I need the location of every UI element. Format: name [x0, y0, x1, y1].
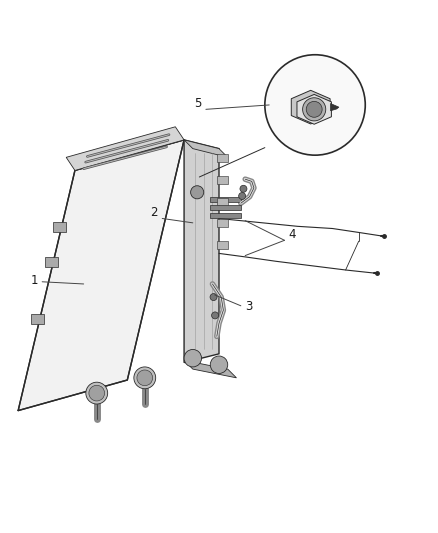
- Polygon shape: [31, 313, 44, 324]
- Polygon shape: [184, 140, 228, 157]
- Bar: [217, 241, 228, 249]
- Text: 4: 4: [289, 228, 297, 241]
- Circle shape: [134, 367, 155, 389]
- Circle shape: [212, 312, 219, 319]
- Circle shape: [210, 356, 228, 374]
- Bar: [217, 220, 228, 227]
- Text: 1: 1: [30, 274, 38, 287]
- Polygon shape: [297, 94, 332, 124]
- Circle shape: [306, 101, 322, 117]
- Circle shape: [240, 185, 247, 192]
- Circle shape: [86, 382, 108, 404]
- Polygon shape: [184, 140, 219, 362]
- Bar: [217, 154, 228, 161]
- Circle shape: [303, 98, 326, 121]
- Polygon shape: [53, 222, 66, 232]
- Polygon shape: [18, 140, 184, 410]
- Bar: [210, 213, 241, 218]
- Circle shape: [89, 385, 105, 401]
- Bar: [210, 197, 241, 203]
- Circle shape: [239, 192, 246, 199]
- Text: 5: 5: [194, 97, 201, 110]
- Polygon shape: [66, 127, 184, 171]
- Circle shape: [265, 55, 365, 155]
- Circle shape: [184, 350, 201, 367]
- Text: 3: 3: [245, 300, 253, 313]
- Text: 2: 2: [150, 206, 158, 219]
- Polygon shape: [331, 103, 339, 111]
- Polygon shape: [291, 90, 330, 124]
- Bar: [210, 205, 241, 210]
- Circle shape: [191, 185, 204, 199]
- Polygon shape: [184, 360, 237, 378]
- Circle shape: [210, 294, 217, 301]
- Polygon shape: [45, 257, 58, 268]
- Bar: [217, 198, 228, 205]
- Circle shape: [137, 370, 152, 386]
- Bar: [217, 176, 228, 183]
